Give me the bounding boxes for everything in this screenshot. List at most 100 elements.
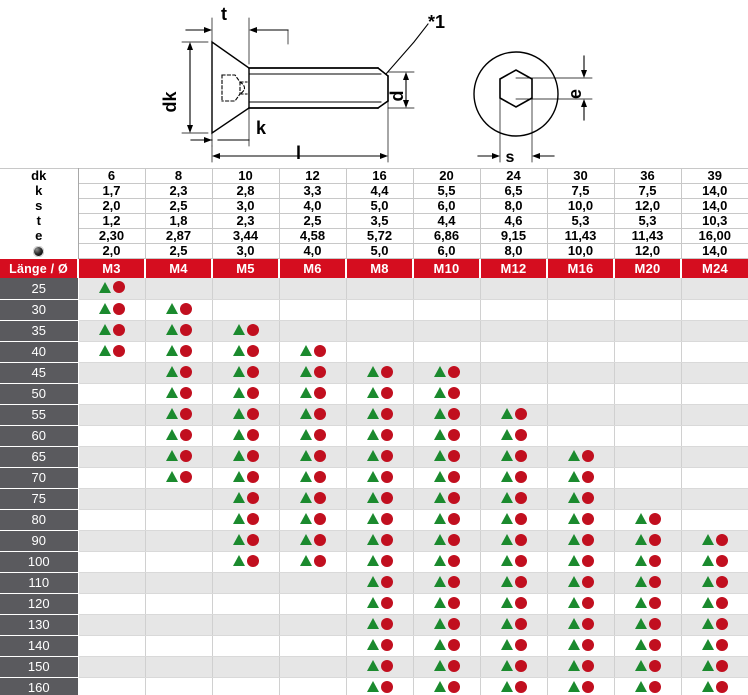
availability-cell-m5-100[interactable]	[212, 551, 280, 573]
availability-cell-m5-90[interactable]	[212, 530, 280, 552]
availability-cell-m5-130[interactable]	[212, 614, 280, 636]
availability-cell-m4-40[interactable]	[145, 341, 213, 363]
availability-cell-m12-80[interactable]	[480, 509, 548, 531]
availability-cell-m10-80[interactable]	[413, 509, 481, 531]
availability-cell-m12-40[interactable]	[480, 341, 548, 363]
availability-cell-m5-110[interactable]	[212, 572, 280, 594]
availability-cell-m12-55[interactable]	[480, 404, 548, 426]
availability-cell-m4-80[interactable]	[145, 509, 213, 531]
availability-cell-m24-25[interactable]	[681, 278, 748, 300]
availability-cell-m5-150[interactable]	[212, 656, 280, 678]
availability-cell-m4-90[interactable]	[145, 530, 213, 552]
availability-cell-m3-40[interactable]	[78, 341, 146, 363]
availability-cell-m20-140[interactable]	[614, 635, 682, 657]
availability-cell-m5-25[interactable]	[212, 278, 280, 300]
availability-cell-m24-60[interactable]	[681, 425, 748, 447]
availability-cell-m5-60[interactable]	[212, 425, 280, 447]
availability-cell-m4-55[interactable]	[145, 404, 213, 426]
availability-cell-m24-70[interactable]	[681, 467, 748, 489]
availability-cell-m10-45[interactable]	[413, 362, 481, 384]
availability-cell-m5-40[interactable]	[212, 341, 280, 363]
availability-cell-m16-55[interactable]	[547, 404, 615, 426]
availability-cell-m3-45[interactable]	[78, 362, 146, 384]
header-m8[interactable]: M8	[346, 259, 414, 278]
availability-cell-m16-35[interactable]	[547, 320, 615, 342]
availability-cell-m8-120[interactable]	[346, 593, 414, 615]
availability-cell-m16-90[interactable]	[547, 530, 615, 552]
availability-cell-m16-130[interactable]	[547, 614, 615, 636]
availability-cell-m4-50[interactable]	[145, 383, 213, 405]
availability-cell-m5-65[interactable]	[212, 446, 280, 468]
availability-cell-m6-150[interactable]	[279, 656, 347, 678]
availability-cell-m4-30[interactable]	[145, 299, 213, 321]
availability-cell-m8-150[interactable]	[346, 656, 414, 678]
availability-cell-m3-75[interactable]	[78, 488, 146, 510]
availability-cell-m12-30[interactable]	[480, 299, 548, 321]
availability-cell-m4-160[interactable]	[145, 677, 213, 695]
availability-cell-m3-150[interactable]	[78, 656, 146, 678]
header-m6[interactable]: M6	[279, 259, 347, 278]
availability-cell-m6-55[interactable]	[279, 404, 347, 426]
availability-cell-m6-75[interactable]	[279, 488, 347, 510]
availability-cell-m6-45[interactable]	[279, 362, 347, 384]
availability-cell-m5-140[interactable]	[212, 635, 280, 657]
availability-cell-m12-25[interactable]	[480, 278, 548, 300]
availability-cell-m24-160[interactable]	[681, 677, 748, 695]
availability-cell-m5-35[interactable]	[212, 320, 280, 342]
availability-cell-m10-110[interactable]	[413, 572, 481, 594]
availability-cell-m20-120[interactable]	[614, 593, 682, 615]
availability-cell-m10-25[interactable]	[413, 278, 481, 300]
availability-cell-m8-70[interactable]	[346, 467, 414, 489]
availability-cell-m16-45[interactable]	[547, 362, 615, 384]
availability-cell-m24-100[interactable]	[681, 551, 748, 573]
availability-cell-m6-65[interactable]	[279, 446, 347, 468]
availability-cell-m8-160[interactable]	[346, 677, 414, 695]
availability-cell-m16-75[interactable]	[547, 488, 615, 510]
availability-cell-m20-30[interactable]	[614, 299, 682, 321]
availability-cell-m10-100[interactable]	[413, 551, 481, 573]
availability-cell-m20-160[interactable]	[614, 677, 682, 695]
availability-cell-m16-25[interactable]	[547, 278, 615, 300]
availability-cell-m10-70[interactable]	[413, 467, 481, 489]
availability-cell-m16-150[interactable]	[547, 656, 615, 678]
availability-cell-m3-160[interactable]	[78, 677, 146, 695]
availability-cell-m16-120[interactable]	[547, 593, 615, 615]
availability-cell-m24-40[interactable]	[681, 341, 748, 363]
availability-cell-m12-100[interactable]	[480, 551, 548, 573]
availability-cell-m5-120[interactable]	[212, 593, 280, 615]
availability-cell-m6-110[interactable]	[279, 572, 347, 594]
availability-cell-m16-110[interactable]	[547, 572, 615, 594]
availability-cell-m5-75[interactable]	[212, 488, 280, 510]
availability-cell-m6-120[interactable]	[279, 593, 347, 615]
availability-cell-m12-70[interactable]	[480, 467, 548, 489]
availability-cell-m20-50[interactable]	[614, 383, 682, 405]
availability-cell-m24-30[interactable]	[681, 299, 748, 321]
availability-cell-m10-130[interactable]	[413, 614, 481, 636]
availability-cell-m4-150[interactable]	[145, 656, 213, 678]
availability-cell-m6-130[interactable]	[279, 614, 347, 636]
availability-cell-m4-100[interactable]	[145, 551, 213, 573]
availability-cell-m8-130[interactable]	[346, 614, 414, 636]
availability-cell-m20-100[interactable]	[614, 551, 682, 573]
availability-cell-m5-30[interactable]	[212, 299, 280, 321]
availability-cell-m24-120[interactable]	[681, 593, 748, 615]
availability-cell-m12-150[interactable]	[480, 656, 548, 678]
availability-cell-m8-25[interactable]	[346, 278, 414, 300]
availability-cell-m8-45[interactable]	[346, 362, 414, 384]
header-m12[interactable]: M12	[480, 259, 548, 278]
availability-cell-m8-110[interactable]	[346, 572, 414, 594]
availability-cell-m8-35[interactable]	[346, 320, 414, 342]
availability-cell-m6-40[interactable]	[279, 341, 347, 363]
availability-cell-m20-25[interactable]	[614, 278, 682, 300]
availability-cell-m4-70[interactable]	[145, 467, 213, 489]
availability-cell-m5-70[interactable]	[212, 467, 280, 489]
availability-cell-m10-90[interactable]	[413, 530, 481, 552]
availability-cell-m10-55[interactable]	[413, 404, 481, 426]
availability-cell-m5-80[interactable]	[212, 509, 280, 531]
availability-cell-m24-90[interactable]	[681, 530, 748, 552]
header-m3[interactable]: M3	[78, 259, 146, 278]
availability-cell-m24-130[interactable]	[681, 614, 748, 636]
availability-cell-m4-110[interactable]	[145, 572, 213, 594]
availability-cell-m12-50[interactable]	[480, 383, 548, 405]
availability-cell-m16-40[interactable]	[547, 341, 615, 363]
